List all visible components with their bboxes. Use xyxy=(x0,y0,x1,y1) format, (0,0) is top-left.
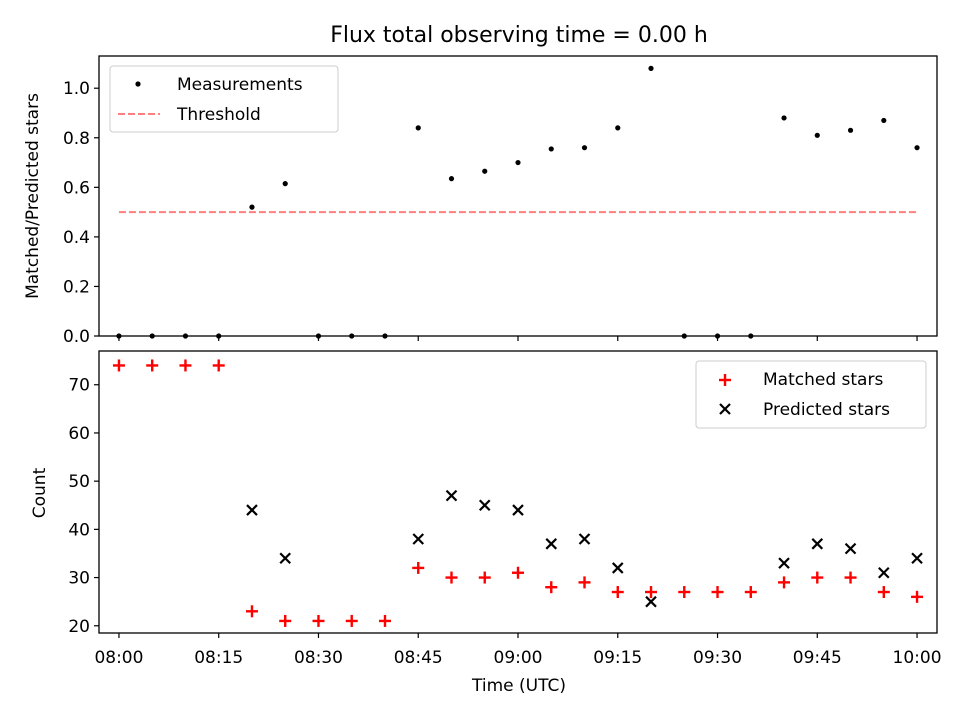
top-y-tick-label: 0.4 xyxy=(63,228,90,248)
measurement-point xyxy=(448,176,455,182)
matched-star-point xyxy=(212,359,225,372)
legend-predicted-label: Predicted stars xyxy=(763,400,890,420)
predicted-star-point xyxy=(844,542,857,555)
matched-star-point xyxy=(877,586,890,599)
top-legend: Measurements Threshold xyxy=(109,65,339,133)
measurement-point xyxy=(515,159,521,166)
predicted-star-point xyxy=(445,489,458,502)
matched-star-point xyxy=(279,614,292,627)
matched-star-point xyxy=(911,590,924,603)
top-legend-box xyxy=(109,65,339,133)
measurement-point xyxy=(482,168,488,174)
measurement-point xyxy=(781,115,787,121)
predicted-star-point xyxy=(778,557,790,569)
top-y-tick-label: 0.2 xyxy=(63,277,90,297)
bottom-x-tick-label: 08:15 xyxy=(194,648,243,668)
matched-star-point xyxy=(578,576,591,589)
bottom-legend: Matched stars Predicted stars xyxy=(695,360,927,429)
bottom-y-tick-label: 30 xyxy=(68,569,90,589)
x-axis-label: Time (UTC) xyxy=(471,676,566,696)
legend-predicted-marker xyxy=(719,403,731,415)
matched-star-point xyxy=(545,581,558,594)
matched-star-point xyxy=(245,605,258,618)
top-y-tick-label: 1.0 xyxy=(63,79,90,99)
chart-title: Flux total observing time = 0.00 h xyxy=(330,23,708,48)
legend-measurements-marker xyxy=(135,81,141,87)
bottom-x-tick-label: 09:45 xyxy=(793,648,842,668)
matched-star-point xyxy=(312,614,325,627)
measurement-point xyxy=(282,181,288,187)
predicted-star-point xyxy=(412,533,425,545)
bottom-y-tick-label: 60 xyxy=(68,424,90,444)
predicted-star-point xyxy=(279,552,292,565)
matched-star-point xyxy=(512,566,524,579)
matched-star-point xyxy=(844,571,857,584)
predicted-star-point xyxy=(246,504,258,516)
top-y-tick-label: 0.0 xyxy=(63,327,90,347)
bottom-y-tick-label: 50 xyxy=(68,472,90,492)
bottom-y-axis-label: Count xyxy=(30,467,50,518)
matched-star-point xyxy=(611,586,624,599)
top-panel: 0.0 0.2 0.4 0.6 0.8 1.0 Matched/Predicted sta… xyxy=(23,55,938,347)
measurement-point xyxy=(914,145,920,151)
predicted-star-point xyxy=(611,562,624,574)
measurement-point xyxy=(881,117,887,124)
legend-matched-label: Matched stars xyxy=(763,370,883,390)
measurement-point xyxy=(581,145,588,151)
bottom-legend-box xyxy=(695,360,927,429)
legend-matched-marker xyxy=(719,374,731,386)
predicted-star-point xyxy=(545,538,558,550)
top-y-tick-label: 0.8 xyxy=(63,129,90,149)
predicted-star-point xyxy=(512,504,524,516)
matched-star-point xyxy=(146,359,159,372)
measurement-point xyxy=(847,127,854,133)
measurement-point xyxy=(615,125,621,131)
matched-star-point xyxy=(811,571,824,584)
measurement-point xyxy=(814,132,820,138)
top-y-axis-label: Matched/Predicted stars xyxy=(23,93,43,299)
bottom-x-tick-label: 08:00 xyxy=(94,648,143,668)
matched-star-point xyxy=(445,571,458,584)
matched-star-point xyxy=(378,614,391,627)
bottom-x-tick-label: 09:30 xyxy=(693,648,742,668)
predicted-star-point xyxy=(878,566,890,579)
matched-star-point xyxy=(711,586,724,599)
matched-star-point xyxy=(645,586,658,599)
matched-star-point xyxy=(179,359,192,372)
matched-star-point xyxy=(678,586,691,599)
bottom-y-tick-label: 70 xyxy=(68,376,90,396)
bottom-y-tick-label: 20 xyxy=(68,617,90,637)
measurement-point xyxy=(249,204,255,210)
bottom-x-tick-label: 09:00 xyxy=(494,648,543,668)
bottom-x-tick-label: 10:00 xyxy=(893,648,942,668)
matched-star-point xyxy=(778,576,791,589)
top-y-tick-label: 0.6 xyxy=(63,178,90,198)
bottom-x-tick-label: 09:15 xyxy=(593,648,642,668)
legend-measurements-label: Measurements xyxy=(177,75,303,95)
matched-star-point xyxy=(478,571,491,584)
matched-star-point xyxy=(744,586,757,599)
predicted-star-point xyxy=(578,533,591,545)
predicted-star-point xyxy=(478,499,491,512)
measurement-point xyxy=(648,65,654,71)
legend-threshold-label: Threshold xyxy=(176,105,261,125)
bottom-x-tick-label: 08:45 xyxy=(394,648,443,668)
bottom-x-tick-label: 08:30 xyxy=(294,648,343,668)
measurement-point xyxy=(548,146,554,152)
matched-star-point xyxy=(412,561,425,574)
measurement-point xyxy=(415,125,421,131)
predicted-star-point xyxy=(911,552,923,565)
bottom-panel: 20 30 40 50 60 70 08:00 08:15 08:30 08:45 09:00 09… xyxy=(30,350,942,696)
predicted-star-point xyxy=(645,595,657,608)
bottom-y-tick-label: 40 xyxy=(68,520,90,540)
predicted-star-point xyxy=(811,538,824,550)
matched-star-point xyxy=(345,614,358,627)
matched-star-point xyxy=(112,359,125,372)
